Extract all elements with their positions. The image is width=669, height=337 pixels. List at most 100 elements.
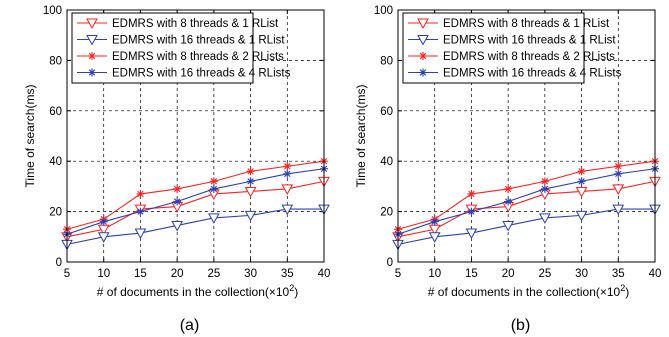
data-point-star-d2 [210, 185, 218, 193]
x-axis-label-main: # of documents in the collection(×10 [428, 285, 621, 299]
y-tick-label: 40 [49, 156, 62, 168]
y-tick-label: 60 [49, 106, 62, 118]
data-point-triangle [612, 204, 625, 216]
x-tick-label: 30 [575, 268, 588, 280]
data-point-star-d2 [210, 178, 218, 185]
x-axis-label-exponent: 2 [289, 283, 294, 293]
data-point-triangle [244, 186, 257, 198]
y-tick-label: 20 [49, 207, 62, 219]
data-point-triangle [612, 184, 625, 195]
series-line [66, 160, 325, 230]
data-point-star-d2 [615, 170, 622, 177]
y-tick-label: 20 [380, 207, 393, 219]
legend-label: EDMRS with 8 threads & 1 RList [112, 18, 279, 30]
data-point-star [577, 167, 586, 176]
data-point-triangle [428, 232, 441, 243]
x-tick-label: 20 [502, 268, 515, 280]
data-point-triangle [281, 184, 294, 195]
y-tick-label: 100 [43, 5, 62, 17]
data-point-star-d2 [541, 185, 549, 193]
chart-panel-a: 5 10 15 20 25 30 35 40 0 20 40 60 80 100 EDMRS with 8 … [23, 5, 330, 334]
legend-label: EDMRS with 16 threads & 4 RLists [112, 68, 291, 80]
y-axis-label: Time of search(ms) [23, 85, 37, 188]
y-tick-label: 0 [387, 257, 393, 269]
legend-label: EDMRS with 8 threads & 1 RList [443, 18, 610, 30]
data-point-star [209, 184, 218, 193]
x-tick-label: 15 [134, 268, 147, 280]
data-point-star-d2 [100, 218, 107, 225]
data-point-star [99, 217, 108, 226]
legend-marker-triangle [86, 35, 98, 46]
data-point-triangle [97, 232, 110, 243]
legend-marker-star-d2 [88, 52, 96, 60]
x-tick-label: 5 [64, 268, 70, 280]
legend-box [402, 12, 585, 84]
legend-label: EDMRS with 16 threads & 4 RLists [443, 68, 622, 80]
legend-label: EDMRS with 8 threads & 2 RLists [443, 51, 615, 63]
data-point-star [246, 177, 255, 186]
legend-marker-star-d2 [419, 52, 427, 60]
data-point-triangle [575, 210, 588, 222]
legend-box [71, 12, 254, 84]
data-point-triangle [575, 186, 588, 198]
legend-marker-star [419, 52, 427, 60]
y-tick-label: 0 [56, 257, 62, 269]
data-point-star-d2 [247, 168, 254, 175]
x-tick-label: 35 [281, 268, 294, 280]
x-axis-label: # of documents in the collection(×102) [428, 283, 629, 299]
data-point-star-d2 [137, 208, 144, 215]
data-point-triangle [281, 204, 294, 216]
data-point-star [504, 184, 513, 193]
data-point-star-d2 [247, 178, 254, 185]
legend-marker-star-d2 [419, 69, 427, 76]
x-tick-label: 35 [612, 268, 625, 280]
legend-marker-triangle [417, 35, 429, 46]
data-point-star [540, 177, 549, 186]
data-point-star [614, 162, 623, 171]
chart-panel-b: 5 10 15 20 25 30 35 40 0 20 40 60 80 100 EDMRS with 8 … [354, 5, 661, 334]
series-2 [61, 204, 330, 251]
x-axis-label-close: ) [625, 285, 629, 299]
data-point-star [136, 207, 145, 216]
data-point-triangle [171, 220, 183, 232]
data-point-triangle [134, 228, 147, 240]
legend-label: EDMRS with 16 threads & 1 RList [443, 35, 616, 47]
legend: EDMRS with 8 threads & 1 RList EDMRS with… [71, 12, 291, 84]
y-axis-label: Time of search(ms) [354, 85, 368, 188]
x-tick-label: 15 [465, 268, 478, 280]
data-point-star [467, 207, 476, 216]
data-point-star-d2 [504, 185, 512, 193]
series-line [397, 168, 656, 235]
series-4 [63, 164, 328, 239]
data-point-star-d2 [468, 208, 475, 215]
panel-label: (a) [180, 317, 200, 334]
data-point-star [283, 169, 292, 178]
data-point-star [136, 189, 145, 198]
data-point-star-d2 [284, 163, 291, 170]
series-line [66, 168, 325, 235]
series-line [66, 180, 325, 238]
data-point-star [577, 177, 586, 186]
x-tick-label: 25 [207, 268, 220, 280]
data-point-triangle [502, 220, 514, 232]
data-point-star-d2 [615, 163, 622, 170]
legend-marker-triangle [86, 18, 98, 30]
data-point-star-d2 [504, 198, 512, 205]
data-point-star [430, 217, 439, 226]
data-point-star-d2 [468, 190, 475, 198]
x-tick-label: 25 [538, 268, 551, 280]
legend-label: EDMRS with 8 threads & 2 RLists [112, 51, 284, 63]
data-point-star [467, 189, 476, 198]
x-tick-label: 10 [428, 268, 441, 280]
plot-frame [397, 9, 656, 263]
y-tick-label: 40 [380, 156, 393, 168]
series-line [397, 180, 656, 238]
data-point-star-d2 [431, 218, 438, 225]
x-tick-label: 40 [318, 268, 331, 280]
series-line [397, 208, 655, 245]
y-tick-label: 100 [374, 5, 393, 17]
data-point-triangle [539, 213, 551, 224]
y-tick-label: 80 [380, 55, 393, 67]
x-axis-label-main: # of documents in the collection(×10 [97, 285, 290, 299]
